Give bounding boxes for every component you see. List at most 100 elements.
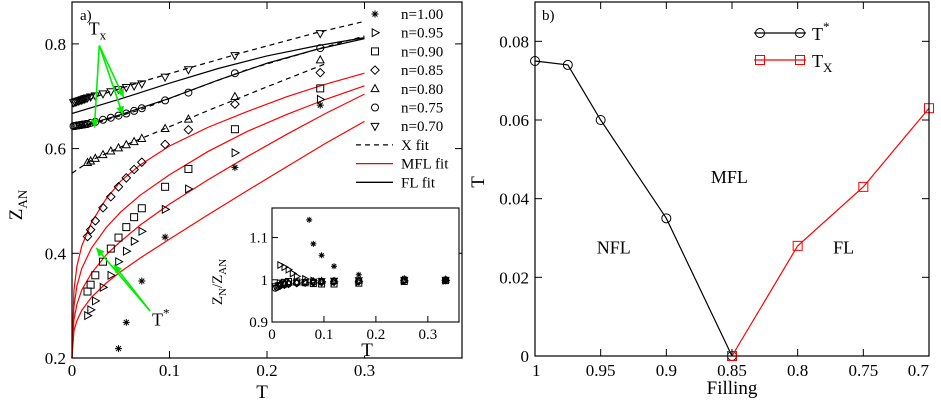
legend-label: n=1.00 bbox=[401, 7, 443, 23]
data-point bbox=[105, 191, 116, 202]
legend-marker bbox=[755, 28, 765, 38]
data-point bbox=[113, 181, 124, 192]
inset-x-tick-label: 0.2 bbox=[367, 327, 386, 343]
data-point bbox=[161, 233, 169, 241]
legend-marker bbox=[370, 122, 380, 132]
panel-a-y-axis-title-main: Z bbox=[6, 209, 27, 221]
series-tx bbox=[727, 103, 934, 361]
inset-y-axis-title-sub-n: N bbox=[217, 288, 229, 296]
data-point bbox=[121, 172, 132, 183]
panel-b-legend: T* TX bbox=[754, 19, 833, 75]
legend-entry: T* bbox=[754, 19, 830, 44]
mfl-fit-line bbox=[71, 93, 365, 359]
data-point bbox=[161, 204, 171, 215]
inset-data-point bbox=[309, 276, 318, 285]
mfl-fit-line bbox=[71, 120, 365, 359]
legend-label: n=0.75 bbox=[401, 101, 443, 117]
inset-chart: 0 0.1 0.2 0.3 0.9 1 1.1 T ZN/ZAN bbox=[210, 207, 460, 361]
panel-b-x-axis-title: Filling bbox=[707, 378, 758, 399]
data-point bbox=[114, 111, 123, 120]
annotation-arrow bbox=[113, 264, 151, 312]
data-point bbox=[129, 82, 139, 92]
series-n=0.85 bbox=[82, 67, 326, 242]
legend-entry: X fit bbox=[356, 138, 430, 154]
data-point bbox=[92, 296, 101, 306]
series-point bbox=[595, 115, 606, 125]
x-tick-label: 0.8 bbox=[787, 361, 808, 380]
data-point bbox=[230, 69, 239, 78]
data-point bbox=[85, 93, 96, 102]
inset-data-point bbox=[329, 277, 339, 286]
y-tick-label: 0.8 bbox=[45, 35, 66, 54]
data-point bbox=[113, 142, 124, 152]
data-point bbox=[138, 277, 146, 285]
data-point bbox=[161, 96, 170, 105]
inset-data-point bbox=[284, 280, 293, 289]
inset-data-points bbox=[271, 216, 451, 292]
data-point bbox=[183, 124, 194, 135]
inset-data-point bbox=[317, 276, 326, 284]
mfl-fit-line bbox=[71, 85, 365, 359]
data-point bbox=[83, 287, 92, 296]
series-n=0.70 bbox=[68, 30, 325, 108]
legend-label: TX bbox=[812, 51, 833, 75]
data-point bbox=[231, 148, 241, 158]
legend-entry: n=1.00 bbox=[371, 7, 443, 23]
annotation-arrow bbox=[98, 45, 124, 115]
legend-entry: FL fit bbox=[356, 175, 436, 191]
legend-label-sup: * bbox=[823, 19, 830, 34]
inset-y-tick-label: 0.9 bbox=[249, 315, 268, 331]
series-n=0.75 bbox=[69, 44, 325, 131]
legend-label: n=0.95 bbox=[401, 26, 443, 42]
panel-b-series bbox=[530, 56, 934, 361]
x-tick-label: 0.1 bbox=[159, 361, 180, 380]
inset-data-point bbox=[285, 265, 294, 274]
y-tick-label: 0.06 bbox=[499, 111, 529, 130]
legend-label: n=0.70 bbox=[401, 119, 443, 135]
inset-data-point bbox=[277, 260, 285, 270]
y-tick-label: 0.02 bbox=[499, 268, 529, 287]
data-point bbox=[137, 133, 147, 142]
data-point bbox=[183, 114, 194, 123]
inset-data-point bbox=[281, 262, 290, 272]
inset-data-point bbox=[276, 281, 285, 290]
y-tick-label: 0.6 bbox=[45, 140, 66, 159]
inset-data-point bbox=[400, 276, 409, 285]
annotation-arrow bbox=[93, 45, 101, 128]
data-point bbox=[115, 345, 123, 353]
inset-ticks: 0 0.1 0.2 0.3 0.9 1 1.1 bbox=[249, 231, 437, 343]
data-point bbox=[106, 145, 116, 155]
data-point bbox=[90, 92, 100, 101]
panel-b-y-axis-title: T bbox=[468, 176, 489, 188]
legend-label: MFL fit bbox=[401, 157, 449, 173]
panel-a-annotations: TxT* bbox=[89, 18, 170, 329]
data-point bbox=[230, 52, 240, 61]
series-n=0.80 bbox=[82, 54, 325, 167]
legend-label: X fit bbox=[401, 138, 430, 154]
y-tick-label: 0.08 bbox=[499, 32, 529, 51]
data-point bbox=[185, 184, 194, 194]
inset-data-point bbox=[317, 278, 326, 286]
panel-a-y-axis-title: ZAN bbox=[6, 189, 30, 220]
data-point bbox=[115, 256, 124, 267]
inset-y-axis-title: ZN/ZAN bbox=[210, 259, 229, 305]
annotation-label: Tx bbox=[89, 18, 107, 42]
annotation-label-main: T bbox=[89, 18, 100, 38]
inset-y-axis-title-sub-an: AN bbox=[217, 259, 229, 275]
inset-x-tick-label: 0.3 bbox=[418, 327, 437, 343]
x-tick-label: 0.9 bbox=[656, 361, 677, 380]
data-point bbox=[183, 66, 194, 75]
data-point bbox=[81, 95, 91, 104]
panel-a-ticks: 0 0.1 0.2 0.3 0.2 0.4 0.6 0.8 bbox=[45, 2, 462, 380]
data-point bbox=[106, 88, 116, 97]
series-line bbox=[731, 107, 930, 357]
data-point bbox=[315, 54, 325, 64]
series-n=0.95 bbox=[84, 94, 326, 321]
x-tick-label: 0.3 bbox=[354, 361, 375, 380]
x-tick-label: 1 bbox=[532, 361, 541, 380]
legend-label: n=0.85 bbox=[401, 63, 443, 79]
data-point bbox=[137, 80, 147, 89]
series-point bbox=[562, 59, 573, 70]
inset-data-point bbox=[318, 280, 326, 288]
svg-text:ZN/ZAN: ZN/ZAN bbox=[210, 259, 229, 305]
